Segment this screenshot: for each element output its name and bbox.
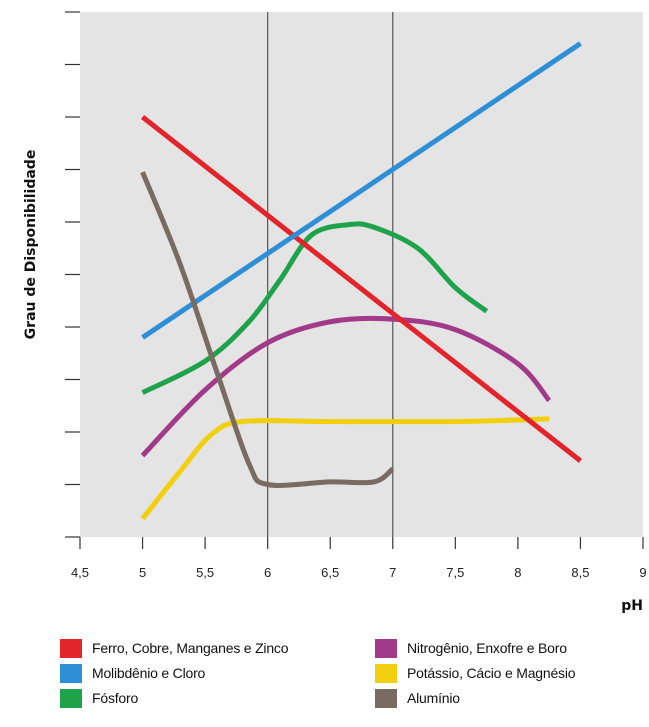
reference-lines (267, 12, 394, 537)
legend-label: Potássio, Cácio e Magnésio (407, 665, 576, 681)
legend-label: Alumínio (407, 690, 460, 706)
x-tick-label: 4,5 (71, 565, 89, 580)
legend-swatch (60, 688, 82, 708)
legend-item-fosforo: Fósforo (60, 688, 138, 708)
x-axis-title: pH (621, 598, 643, 614)
plot-background (80, 12, 643, 537)
x-tick-label: 6,5 (321, 565, 339, 580)
x-tick-label: 9 (639, 565, 646, 580)
legend-label: Nitrogênio, Enxofre e Boro (407, 640, 567, 656)
x-tick-label: 6 (264, 565, 271, 580)
legend-swatch (375, 663, 397, 683)
x-tick-label: 5,5 (196, 565, 214, 580)
legend-item-potassio: Potássio, Cácio e Magnésio (375, 663, 576, 683)
legend-swatch (375, 638, 397, 658)
legend-item-aluminio: Alumínio (375, 688, 460, 708)
series-line (140, 171, 395, 488)
series-line (141, 221, 489, 395)
legend-item-molibdenio: Molibdênio e Cloro (60, 663, 205, 683)
legend-label: Ferro, Cobre, Manganes e Zinco (92, 640, 289, 656)
legend-swatch (375, 688, 397, 708)
x-tick-label: 8,5 (571, 565, 589, 580)
x-tick-label: 8 (514, 565, 521, 580)
y-axis (65, 11, 80, 538)
x-axis: 4,5 5 5,5 6 6,5 7 7,5 8 8,5 9 (71, 537, 647, 580)
series-line (140, 416, 550, 521)
y-axis-title: Grau de Disponibilidade (23, 150, 39, 340)
legend-swatch (60, 638, 82, 658)
legend-item-ferro: Ferro, Cobre, Manganes e Zinco (60, 638, 289, 658)
x-tick-label: 7 (389, 565, 396, 580)
legend-swatch (60, 663, 82, 683)
legend-item-nitrogenio: Nitrogênio, Enxofre e Boro (375, 638, 567, 658)
series-line (141, 41, 582, 340)
legend-label: Fósforo (92, 690, 139, 706)
x-tick-label: 7,5 (446, 565, 464, 580)
legend-label: Molibdênio e Cloro (92, 665, 206, 681)
x-tick-label: 5 (139, 565, 146, 580)
series-layer (140, 41, 582, 521)
series-line (141, 115, 582, 463)
series-line (140, 315, 552, 458)
